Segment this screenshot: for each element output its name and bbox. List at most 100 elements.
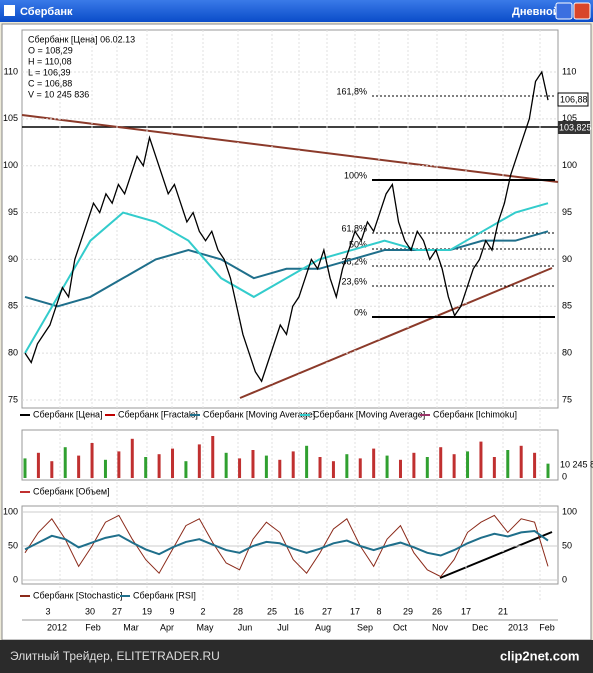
moving-average	[24, 202, 549, 354]
volume-bar	[157, 454, 161, 478]
volume-bar	[479, 441, 483, 478]
x-day-label: 27	[112, 606, 122, 616]
ohlc-info: Сбербанк [Цена] 06.02.13	[28, 34, 135, 44]
last-label: 106,88	[560, 94, 588, 104]
y-tick-label: 85	[8, 301, 18, 311]
x-day-label: 21	[498, 606, 508, 616]
fib-label: 38,2%	[341, 256, 367, 266]
legend-label: Сбербанк [Цена]	[33, 409, 103, 419]
x-day-label: 17	[350, 606, 360, 616]
volume-bar	[439, 447, 443, 478]
volume-last: 10 245 8	[560, 459, 593, 469]
x-month-label: May	[196, 622, 214, 632]
fib-label: 61,8%	[341, 223, 367, 233]
x-month-label: Feb	[539, 622, 555, 632]
x-month-label: Oct	[393, 622, 408, 632]
volume-bar	[318, 457, 322, 478]
y-tick-label: 0	[13, 574, 18, 584]
x-month-label: Mar	[123, 622, 139, 632]
volume-zero: 0	[562, 471, 567, 481]
volume-bar	[130, 438, 134, 478]
x-month-label: Jul	[277, 622, 289, 632]
x-day-label: 29	[403, 606, 413, 616]
x-month-label: 2013	[508, 622, 528, 632]
x-day-label: 16	[294, 606, 304, 616]
volume-bar	[452, 454, 456, 478]
ohlc-info: O = 108,29	[28, 45, 73, 55]
app-icon	[4, 5, 15, 16]
fib-label: 161,8%	[336, 86, 367, 96]
volume-bar	[412, 452, 416, 478]
y-tick-label: 50	[8, 540, 18, 550]
volume-bar	[425, 457, 429, 478]
last-box	[558, 121, 590, 134]
title-bar: Сбербанк Дневной	[0, 0, 593, 22]
y-tick-label: 90	[8, 254, 18, 264]
x-day-label: 2	[200, 606, 205, 616]
ohlc-info: C = 106,88	[28, 78, 72, 88]
legend-label: Сбербанк [Ichimoku]	[433, 409, 517, 419]
fib-label: 50%	[349, 239, 367, 249]
y-tick-label: 85	[562, 301, 572, 311]
volume-bar	[224, 452, 228, 478]
volume-bar	[546, 463, 550, 478]
volume-bar	[385, 455, 389, 478]
last-box	[557, 92, 589, 107]
y-tick-label: 105	[3, 113, 18, 123]
volume-bar	[77, 455, 81, 478]
x-month-label: Aug	[315, 622, 331, 632]
volume-bar	[23, 458, 27, 478]
volume-panel	[21, 429, 559, 481]
ohlc-info: H = 110,08	[28, 56, 72, 66]
volume-bar	[278, 459, 282, 478]
x-month-label: Nov	[432, 622, 449, 632]
volume-bar	[345, 454, 349, 478]
close-button[interactable]	[573, 2, 591, 20]
maximize-button[interactable]	[555, 2, 573, 20]
fib-label: 0%	[354, 307, 367, 317]
x-day-label: 25	[267, 606, 277, 616]
osc-trend-line	[439, 531, 553, 579]
volume-bar	[211, 436, 215, 478]
volume-bar	[171, 448, 175, 478]
moving-average	[24, 230, 549, 308]
y-tick-label: 0	[562, 574, 567, 584]
x-day-label: 8	[376, 606, 381, 616]
legend-label: Сбербанк [Moving Average]	[313, 409, 425, 419]
volume-bar	[533, 452, 537, 478]
volume-bar	[506, 450, 510, 478]
legend-label: Сбербанк [Объем]	[33, 486, 110, 496]
volume-bar	[291, 451, 295, 478]
y-tick-label: 80	[8, 348, 18, 358]
fib-label: 23,6%	[341, 276, 367, 286]
y-tick-label: 100	[562, 506, 577, 516]
x-month-label: Sep	[357, 622, 373, 632]
volume-bar	[264, 455, 268, 478]
y-tick-label: 95	[562, 207, 572, 217]
x-month-label: Dec	[472, 622, 489, 632]
volume-bar	[466, 451, 470, 478]
volume-bar	[358, 458, 362, 478]
ohlc-info: L = 106,39	[28, 67, 70, 77]
volume-bar	[251, 450, 255, 478]
legend-label: Сбербанк [Fractals]	[118, 409, 198, 419]
volume-bar	[372, 448, 376, 478]
y-tick-label: 75	[562, 394, 572, 404]
rsi-line	[24, 530, 549, 557]
volume-bar	[144, 457, 148, 478]
volume-bar	[103, 459, 107, 478]
x-day-label: 9	[169, 606, 174, 616]
window-title: Сбербанк	[20, 6, 73, 18]
footer-right: clip2net.com	[500, 648, 579, 663]
y-tick-label: 105	[562, 113, 577, 123]
trend-line	[239, 267, 553, 399]
x-day-label: 26	[432, 606, 442, 616]
volume-bar	[117, 451, 121, 478]
x-month-label: Apr	[160, 622, 174, 632]
volume-bar	[197, 444, 201, 478]
y-tick-label: 100	[3, 506, 18, 516]
x-day-label: 19	[142, 606, 152, 616]
x-day-label: 17	[461, 606, 471, 616]
